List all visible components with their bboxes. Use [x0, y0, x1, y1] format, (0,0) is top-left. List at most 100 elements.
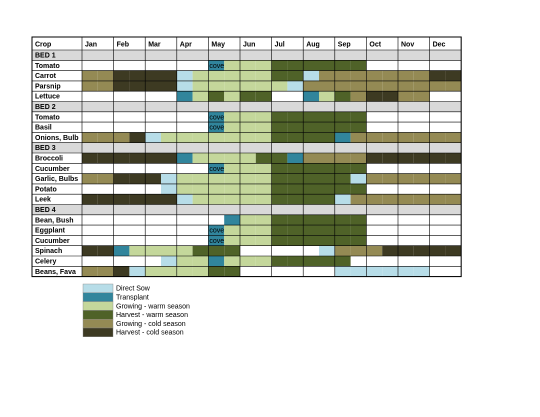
- cell: [303, 111, 319, 123]
- cell: [382, 173, 398, 184]
- cell: [224, 60, 240, 71]
- cell: [350, 183, 367, 195]
- cell: [224, 132, 240, 143]
- cell: [240, 163, 256, 174]
- cell: [97, 132, 114, 143]
- cell: [145, 132, 161, 143]
- cell: [398, 132, 414, 143]
- cell: [366, 194, 383, 205]
- cell: [413, 194, 430, 205]
- cell: [319, 214, 335, 226]
- cell: [366, 80, 383, 92]
- bed-header-bg: [32, 142, 462, 153]
- cell: [255, 173, 272, 184]
- cell: [240, 256, 256, 267]
- cell: [224, 153, 240, 164]
- cell: [303, 153, 319, 164]
- cell: [129, 194, 146, 205]
- cell: [319, 91, 335, 102]
- cell: [287, 122, 304, 133]
- cell: [413, 80, 430, 92]
- cell: [192, 245, 209, 256]
- cell: [319, 163, 335, 174]
- cell: [224, 256, 240, 267]
- month-label: Aug: [306, 41, 320, 48]
- cell: [208, 173, 225, 184]
- cell: [319, 80, 335, 92]
- cell: [303, 122, 319, 133]
- cell-note: cover: [209, 114, 227, 121]
- cell: [429, 70, 446, 81]
- cell: [145, 194, 161, 205]
- cell: [97, 266, 114, 277]
- cell: [176, 266, 193, 277]
- cell: [113, 153, 130, 164]
- month-label: Feb: [117, 41, 129, 48]
- cell: [334, 163, 351, 174]
- cell: [271, 163, 288, 174]
- month-label: Jan: [85, 41, 97, 48]
- cell: [398, 173, 414, 184]
- cell: [271, 111, 288, 123]
- cell: [413, 266, 430, 277]
- legend-label: Harvest - cold season: [116, 330, 184, 337]
- cell: [97, 70, 114, 81]
- crop-name: Basil: [35, 125, 52, 132]
- table-border: [31, 36, 462, 278]
- cell: [255, 60, 272, 71]
- cell: [82, 173, 98, 184]
- cell: [350, 163, 367, 174]
- cell: [224, 70, 240, 81]
- cell: [208, 122, 225, 133]
- cell: [113, 70, 130, 81]
- cell: [129, 153, 146, 164]
- cell: [240, 214, 256, 226]
- cell: [319, 153, 335, 164]
- cell: [208, 194, 225, 205]
- cell: [398, 153, 414, 164]
- cell: [113, 132, 130, 143]
- cell-note: cover: [209, 228, 227, 235]
- cell: [240, 194, 256, 205]
- cell: [303, 132, 319, 143]
- cell: [445, 132, 462, 143]
- cell: [287, 111, 304, 123]
- cell: [161, 266, 177, 277]
- cell: [366, 132, 383, 143]
- bed-name: BED 1: [35, 52, 56, 59]
- cell: [82, 245, 98, 256]
- cell: [287, 70, 304, 81]
- cell: [319, 132, 335, 143]
- cell: [224, 91, 240, 102]
- cell: [129, 245, 146, 256]
- cell: [287, 183, 304, 195]
- cell: [350, 122, 367, 133]
- cell: [334, 111, 351, 123]
- cell: [82, 266, 98, 277]
- cell: [240, 80, 256, 92]
- cell: [319, 225, 335, 236]
- cell: [240, 122, 256, 133]
- cell: [161, 173, 177, 184]
- cell: [255, 132, 272, 143]
- cell: [319, 194, 335, 205]
- cell: [271, 214, 288, 226]
- cell: [255, 194, 272, 205]
- cell: [287, 80, 304, 92]
- cell: [176, 245, 193, 256]
- crop-name: Broccoli: [35, 155, 63, 162]
- cell: [319, 256, 335, 267]
- cell: [271, 80, 288, 92]
- cell: [255, 214, 272, 226]
- cell: [145, 80, 161, 92]
- cell: [445, 194, 462, 205]
- cell: [429, 173, 446, 184]
- cell: [303, 163, 319, 174]
- crop-name: Celery: [35, 258, 57, 265]
- cell: [224, 122, 240, 133]
- cell: [366, 245, 383, 256]
- cell: [319, 173, 335, 184]
- cell: [240, 60, 256, 71]
- cell: [334, 122, 351, 133]
- cell: [350, 80, 367, 92]
